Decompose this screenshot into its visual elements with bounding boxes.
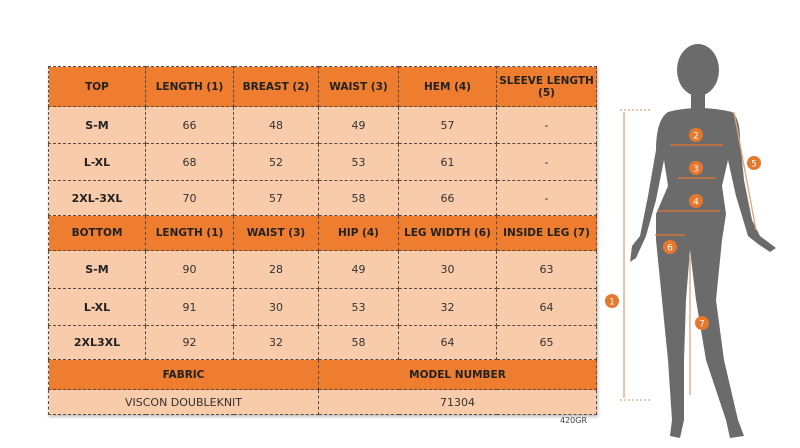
size-cell: L-XL [48,288,146,326]
header-cell: LEG WIDTH (6) [398,215,497,251]
marker-2: 2 [689,128,703,142]
value-cell: 66 [398,180,497,216]
size-cell: L-XL [48,143,146,181]
value-cell: 61 [398,143,497,181]
info-row: VISCON DOUBLEKNIT 71304 [48,389,597,415]
header-cell: INSIDE LEG (7) [496,215,597,251]
svg-text:2: 2 [693,132,699,142]
value-cell: 49 [318,106,399,144]
value-cell: 66 [145,106,234,144]
header-cell: BREAST (2) [233,66,319,107]
marker-4: 4 [689,194,703,208]
svg-text:6: 6 [667,244,673,254]
info-header-row: FABRIC MODEL NUMBER [48,359,597,390]
value-cell: 63 [496,250,597,289]
value-cell: 58 [318,180,399,216]
value-cell: 90 [145,250,234,289]
silhouette [630,44,776,438]
table-row: L-XL 91 30 53 32 64 [48,288,597,326]
table-row: 2XL-3XL 70 57 58 66 - [48,180,597,216]
fabric-value: VISCON DOUBLEKNIT [48,389,319,415]
value-cell: 58 [318,325,399,360]
header-cell: BOTTOM [48,215,146,251]
header-cell: SLEEVE LENGTH (5) [496,66,597,107]
value-cell: 65 [496,325,597,360]
value-cell: 64 [398,325,497,360]
header-cell: WAIST (3) [318,66,399,107]
marker-6: 6 [663,240,677,254]
marker-5: 5 [747,156,761,170]
weight-note: 420GR [560,416,588,425]
size-chart-table: TOP LENGTH (1) BREAST (2) WAIST (3) HEM … [48,66,597,415]
value-cell: 49 [318,250,399,289]
value-cell: 53 [318,288,399,326]
value-cell: 32 [233,325,319,360]
measurement-arrows [620,109,757,401]
value-cell: 52 [233,143,319,181]
table-row: L-XL 68 52 53 61 - [48,143,597,181]
value-cell: - [496,106,597,144]
size-cell: S-M [48,106,146,144]
value-cell: - [496,180,597,216]
header-cell: TOP [48,66,146,107]
size-cell: S-M [48,250,146,289]
svg-text:4: 4 [693,198,699,208]
value-cell: 91 [145,288,234,326]
top-header-row: TOP LENGTH (1) BREAST (2) WAIST (3) HEM … [48,66,597,107]
value-cell: 57 [233,180,319,216]
fabric-label: FABRIC [48,359,319,390]
svg-text:1: 1 [609,298,615,308]
marker-1: 1 [605,294,619,308]
value-cell: 53 [318,143,399,181]
header-cell: LENGTH (1) [145,66,234,107]
marker-3: 3 [689,161,703,175]
table-row: S-M 66 48 49 57 - [48,106,597,144]
marker-7: 7 [695,316,709,330]
value-cell: 32 [398,288,497,326]
value-cell: 92 [145,325,234,360]
value-cell: 30 [233,288,319,326]
header-cell: HEM (4) [398,66,497,107]
table-row: 2XL3XL 92 32 58 64 65 [48,325,597,360]
value-cell: - [496,143,597,181]
header-cell: WAIST (3) [233,215,319,251]
model-number-label: MODEL NUMBER [318,359,597,390]
value-cell: 30 [398,250,497,289]
measurement-markers: 1 2 3 4 5 6 7 [605,128,761,330]
size-cell: 2XL-3XL [48,180,146,216]
body-measurement-figure: 1 2 3 4 5 6 7 [605,44,776,438]
size-cell: 2XL3XL [48,325,146,360]
sleeve-arrow [733,111,757,231]
svg-text:3: 3 [693,165,699,175]
model-number-value: 71304 [318,389,597,415]
value-cell: 64 [496,288,597,326]
header-cell: HIP (4) [318,215,399,251]
svg-text:5: 5 [751,160,757,170]
value-cell: 70 [145,180,234,216]
value-cell: 28 [233,250,319,289]
table-row: S-M 90 28 49 30 63 [48,250,597,289]
value-cell: 68 [145,143,234,181]
header-cell: LENGTH (1) [145,215,234,251]
value-cell: 57 [398,106,497,144]
bottom-header-row: BOTTOM LENGTH (1) WAIST (3) HIP (4) LEG … [48,215,597,251]
svg-text:7: 7 [699,320,705,330]
value-cell: 48 [233,106,319,144]
